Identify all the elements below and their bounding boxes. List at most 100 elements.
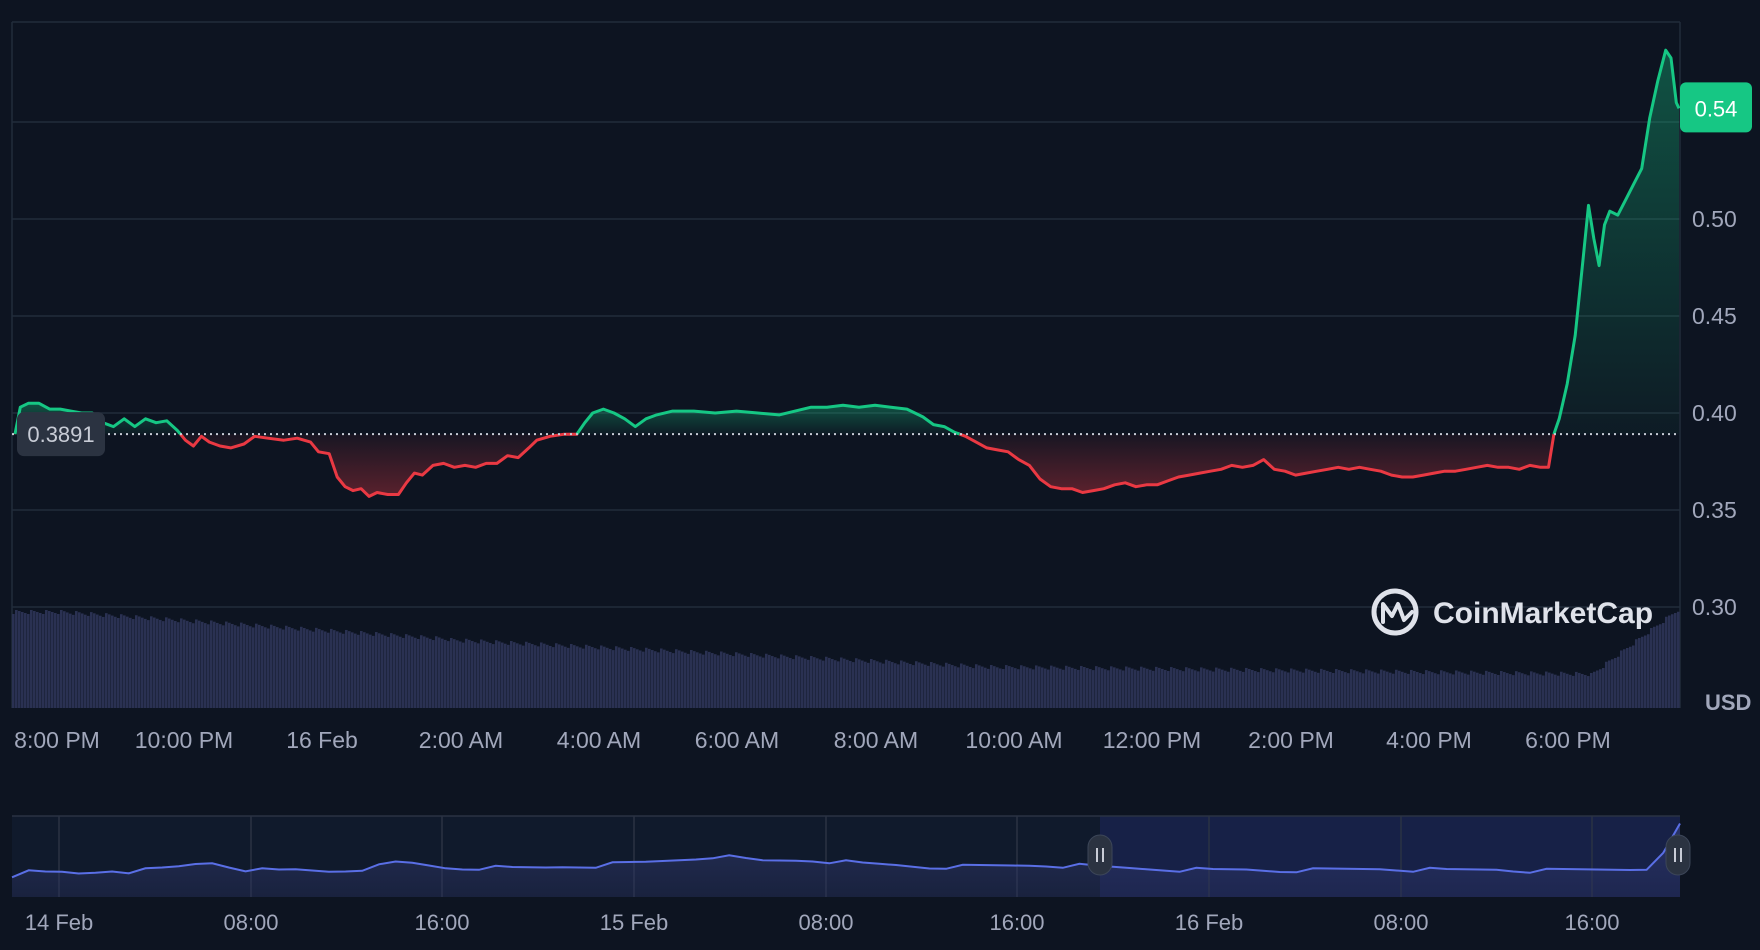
range-handle-left[interactable] (1087, 834, 1113, 876)
volume-bar (1149, 669, 1152, 708)
volume-bar (405, 634, 408, 708)
volume-bar (786, 656, 789, 708)
range-handle-right[interactable] (1665, 834, 1691, 876)
volume-bar (384, 635, 387, 708)
volume-bar (1515, 671, 1518, 708)
volume-bar (858, 659, 861, 708)
volume-bar (1434, 673, 1437, 708)
volume-bar (312, 631, 315, 708)
volume-bar (1449, 673, 1452, 708)
volume-bar (1614, 658, 1617, 708)
volume-bar (1044, 668, 1047, 708)
volume-bar (492, 644, 495, 708)
volume-bar (1098, 667, 1101, 708)
volume-bar (264, 627, 267, 708)
volume-bar (249, 626, 252, 708)
volume-bar (903, 661, 906, 708)
volume-bar (1014, 668, 1017, 708)
range-navigator[interactable]: 14 Feb 08:00 16:00 15 Feb 08:00 16:00 16 Feb 08… (11, 815, 1691, 935)
volume-bar (1317, 672, 1320, 708)
price-line-up (1552, 48, 1681, 435)
volume-bar (1572, 675, 1575, 708)
volume-bar (1032, 669, 1035, 708)
volume-bar (837, 661, 840, 708)
volume-bar (234, 625, 237, 708)
volume-bar (684, 652, 687, 708)
volume-bar (273, 625, 276, 708)
volume-bar (1221, 669, 1224, 708)
volume-bar (705, 650, 708, 708)
volume-bar (672, 653, 675, 708)
volume-bar (1638, 638, 1641, 708)
volume-bar (558, 644, 561, 708)
volume-bar (900, 660, 903, 708)
volume-bar (1521, 673, 1524, 708)
volume-bar (657, 652, 660, 708)
volume-bar (453, 639, 456, 708)
volume-bar (1569, 674, 1572, 708)
volume-bar (426, 637, 429, 708)
volume-bar (231, 623, 234, 708)
volume-bar (1020, 665, 1023, 708)
volume-bar (378, 633, 381, 708)
volume-bar (1323, 669, 1326, 708)
volume-bar (1062, 669, 1065, 708)
volume-bar (1068, 666, 1071, 708)
navigator-tick-label: 15 Feb (600, 910, 669, 935)
volume-bar (1380, 669, 1383, 708)
volume-bar (603, 646, 606, 708)
price-line-up (575, 403, 961, 436)
volume-bar (720, 651, 723, 708)
volume-bar (753, 654, 756, 708)
volume-bar (531, 644, 534, 708)
volume-bar (1431, 672, 1434, 708)
volume-bar (438, 637, 441, 708)
volume-bar (477, 643, 480, 708)
volume-bar (1326, 670, 1329, 708)
volume-bar (867, 662, 870, 708)
volume-bar (1287, 672, 1290, 708)
volume-bar (579, 647, 582, 708)
volume-bar (279, 628, 282, 708)
volume-bar (1374, 672, 1377, 708)
volume-bar (1026, 667, 1029, 708)
volume-bar (336, 631, 339, 708)
volume-bar (654, 651, 657, 708)
volume-bar (1146, 668, 1149, 708)
volume-bar (381, 634, 384, 708)
volume-bar (1587, 676, 1590, 708)
volume-bar (822, 660, 825, 708)
volume-bar (570, 644, 573, 708)
volume-bar (1653, 626, 1656, 708)
volume-bar (168, 618, 171, 708)
x-tick-label: 12:00 PM (1103, 727, 1201, 753)
volume-bar (1446, 672, 1449, 708)
volume-bar (129, 617, 132, 708)
volume-bar (1173, 668, 1176, 708)
volume-bar (1125, 666, 1128, 708)
volume-bar (1188, 668, 1191, 708)
volume-bar (1092, 670, 1095, 708)
volume-bar (1284, 671, 1287, 708)
volume-bar (699, 653, 702, 708)
volume-bar (1296, 670, 1299, 708)
volume-bar (1527, 675, 1530, 708)
volume-bar (228, 622, 231, 708)
volume-bar (1584, 675, 1587, 708)
volume-bar (675, 649, 678, 708)
volume-bar (1023, 666, 1026, 708)
volume-bar (1053, 666, 1056, 708)
volume-bar (417, 638, 420, 708)
area-fill-layer (15, 50, 1679, 497)
volume-bar (1401, 671, 1404, 708)
volume-bar (1677, 611, 1680, 708)
volume-bar (198, 620, 201, 708)
volume-bar (891, 662, 894, 708)
volume-bar (897, 664, 900, 708)
volume-bar (942, 666, 945, 708)
volume-bar (1005, 665, 1008, 708)
volume-bar (912, 665, 915, 708)
navigator-tick-label: 14 Feb (25, 910, 94, 935)
volume-bar (1668, 615, 1671, 708)
